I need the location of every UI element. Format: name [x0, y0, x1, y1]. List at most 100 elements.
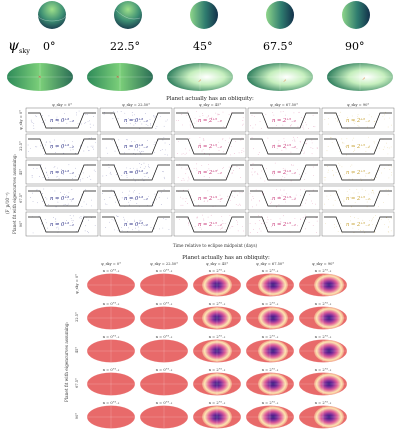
psi-symbol: ψ: [8, 38, 20, 54]
lc-data-point: [91, 205, 93, 207]
lc-data-point: [82, 178, 84, 180]
lc-data-point: [356, 188, 358, 190]
lc-data-point: [55, 221, 57, 223]
lc-data-point: [33, 128, 35, 129]
lc-data-point: [338, 189, 340, 191]
lc-data-point: [42, 177, 44, 178]
lc-data-point: [164, 149, 166, 151]
lc-data-point: [343, 174, 345, 176]
lc-data-point: [57, 222, 59, 224]
lc-data-point: [221, 223, 223, 224]
lc-data-point: [138, 170, 140, 171]
lc-data-point: [359, 119, 361, 121]
lc-data-point: [78, 110, 80, 112]
lc-data-point: [110, 173, 112, 175]
lc-data-point: [36, 168, 38, 170]
lc-data-point: [274, 162, 276, 164]
lc-data-point: [241, 137, 243, 139]
lc-data-point: [388, 147, 390, 149]
lc-data-point: [27, 151, 29, 152]
map-col-header: ψ_sky = 22.50°: [150, 262, 178, 266]
lc-data-point: [92, 145, 94, 147]
recovered-map: n = 2⁺⁵₋₂: [245, 368, 295, 396]
lc-data-point: [136, 168, 138, 170]
lc-data-point: [335, 118, 336, 120]
lc-data-point: [324, 179, 326, 181]
lc-data-point: [270, 203, 271, 204]
lc-data-point: [194, 199, 196, 201]
lc-data-point: [139, 219, 141, 221]
lc-data-point: [39, 176, 40, 177]
lc-data-point: [324, 222, 326, 224]
lc-data-point: [311, 139, 313, 141]
lc-data-point: [304, 151, 305, 153]
lc-panel: n = 2⁺⁵₋₂: [173, 107, 247, 133]
lc-data-point: [312, 166, 314, 168]
map-n-label: n = 2⁺⁵₋₂: [262, 335, 279, 339]
lc-data-point: [108, 167, 110, 168]
lc-data-point: [67, 199, 69, 201]
lc-data-point: [390, 230, 392, 232]
lc-data-point: [257, 215, 259, 217]
lc-data-point: [357, 218, 359, 219]
lc-data-point: [141, 178, 143, 180]
lc-data-point: [56, 176, 57, 178]
lc-data-point: [56, 118, 58, 120]
lc-data-point: [374, 231, 376, 233]
lc-data-point: [224, 176, 226, 178]
lc-data-point: [185, 198, 187, 199]
lc-data-point: [261, 223, 262, 224]
lc-data-point: [299, 176, 301, 178]
lc-data-point: [155, 128, 157, 129]
lc-data-point: [196, 120, 198, 122]
lc-data-point: [334, 227, 335, 228]
lc-data-point: [63, 152, 65, 154]
lc-data-point: [47, 174, 48, 176]
lc-data-point: [342, 142, 344, 144]
lc-data-point: [49, 141, 51, 143]
lc-data-point: [119, 199, 120, 201]
lc-data-point: [126, 123, 127, 124]
lc-data-point: [73, 220, 74, 222]
lc-data-point: [222, 220, 223, 222]
lc-data-point: [362, 219, 364, 221]
lc-data-point: [203, 152, 205, 154]
map-n-label: n = 2⁺⁵₋₂: [209, 269, 226, 273]
lc-data-point: [327, 171, 329, 173]
lc-data-point: [317, 163, 318, 165]
lc-data-point: [299, 140, 301, 142]
lc-data-point: [350, 220, 351, 222]
lc-data-point: [38, 215, 40, 217]
lc-data-point: [372, 216, 374, 218]
map-n-label: n = 0⁺³₋₂: [156, 335, 173, 339]
lc-data-point: [83, 172, 84, 174]
lc-data-point: [274, 144, 275, 146]
lc-panel: n = 2⁺⁵₋₂: [247, 185, 321, 211]
lc-data-point: [196, 111, 197, 112]
lc-data-point: [114, 150, 116, 152]
recovered-map: n = 2⁺⁵₋₂: [192, 302, 242, 330]
lc-data-point: [290, 151, 292, 153]
lc-data-point: [216, 170, 218, 171]
lc-data-point: [90, 126, 92, 128]
lc-data-point: [160, 191, 162, 193]
lc-data-point: [57, 121, 59, 122]
lc-data-point: [255, 204, 257, 206]
lc-data-point: [105, 203, 106, 205]
lc-data-point: [324, 203, 325, 205]
lc-data-point: [222, 168, 223, 169]
lc-data-point: [341, 166, 343, 168]
lc-data-point: [126, 139, 128, 141]
lc-data-point: [350, 196, 351, 198]
lc-data-point: [137, 149, 138, 151]
planet-sphere-4: [342, 1, 370, 29]
lc-data-point: [263, 192, 265, 194]
lc-data-point: [385, 189, 387, 190]
lc-data-point: [353, 121, 355, 123]
lc-data-point: [371, 190, 373, 191]
lc-data-point: [190, 195, 192, 197]
lc-data-point: [208, 163, 209, 165]
lc-data-point: [58, 123, 60, 125]
lc-data-point: [181, 114, 183, 115]
lc-data-point: [352, 227, 354, 229]
